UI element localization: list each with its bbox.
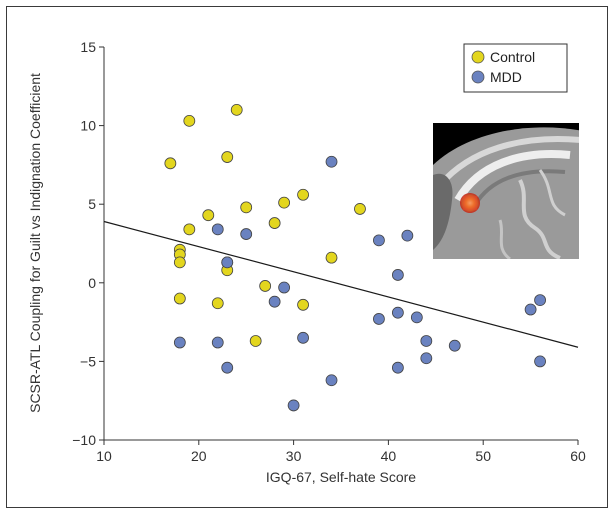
- control-point: [240, 201, 253, 214]
- mdd-point: [211, 336, 224, 349]
- plot-axes: [103, 47, 578, 441]
- mdd-point: [534, 294, 546, 306]
- mdd-point: [221, 256, 234, 269]
- legend-label-control: Control: [490, 49, 535, 65]
- control-point: [211, 297, 224, 310]
- mdd-point: [373, 234, 385, 247]
- x-axis-ticks: 10 20 30 40 50 60: [96, 440, 586, 464]
- x-tick-label: 20: [191, 448, 207, 464]
- mdd-point: [401, 229, 414, 242]
- legend-marker-mdd: [471, 70, 485, 84]
- y-axis-title: SCSR-ATL Coupling for Guilt vs Indignati…: [27, 73, 43, 413]
- legend-label-mdd: MDD: [490, 69, 522, 85]
- data-points: [164, 103, 546, 412]
- mdd-point: [240, 228, 253, 240]
- mdd-point: [420, 352, 433, 365]
- mdd-point: [297, 331, 309, 344]
- control-point: [221, 151, 234, 163]
- mdd-point: [391, 361, 404, 374]
- control-point: [249, 335, 262, 347]
- control-point: [173, 292, 186, 305]
- control-point: [268, 217, 281, 229]
- mdd-point: [391, 306, 404, 319]
- regression-line: [103, 220, 579, 348]
- x-tick-label: 40: [381, 448, 397, 464]
- mdd-point: [534, 355, 546, 368]
- x-axis-title: IGQ-67, Self-hate Score: [266, 469, 416, 485]
- brain-mri-sagittal-icon: [433, 127, 579, 259]
- mdd-point: [325, 155, 338, 168]
- legend-marker-control: [471, 50, 485, 64]
- mdd-point: [391, 269, 404, 281]
- y-tick-label: −5: [80, 353, 96, 369]
- y-tick-label: 15: [80, 39, 96, 55]
- y-tick-label: −10: [72, 432, 96, 448]
- mdd-point: [211, 223, 224, 236]
- mdd-point: [524, 303, 537, 316]
- control-point: [325, 251, 338, 264]
- brain-mri-inset: [433, 123, 579, 259]
- control-point: [230, 103, 243, 116]
- control-point: [202, 209, 215, 222]
- x-tick-label: 50: [475, 448, 491, 464]
- control-point: [183, 223, 196, 236]
- mdd-point: [221, 361, 234, 374]
- y-tick-label: 10: [80, 118, 96, 134]
- mdd-point: [410, 311, 423, 324]
- mdd-point: [268, 295, 281, 308]
- y-axis-ticks: −10 −5 0 5 10 15: [72, 39, 104, 448]
- control-point: [259, 280, 272, 292]
- control-point: [164, 157, 177, 170]
- figure-frame: [6, 6, 608, 508]
- mdd-point: [173, 336, 186, 349]
- legend: Control MDD: [463, 43, 568, 93]
- control-point: [297, 188, 309, 201]
- control-point: [297, 298, 309, 311]
- control-point: [183, 114, 196, 127]
- mdd-point: [287, 399, 300, 412]
- mdd-point: [420, 335, 433, 347]
- control-point: [354, 203, 366, 215]
- x-tick-label: 10: [96, 448, 112, 464]
- control-point: [173, 256, 186, 269]
- control-point: [278, 196, 291, 209]
- y-tick-label: 5: [88, 196, 96, 212]
- mdd-point: [448, 339, 461, 352]
- mdd-point: [373, 313, 385, 325]
- x-tick-label: 30: [286, 448, 302, 464]
- mdd-point: [278, 281, 291, 294]
- mdd-point: [325, 374, 338, 387]
- y-tick-label: 0: [88, 275, 96, 291]
- x-tick-label: 60: [570, 448, 586, 464]
